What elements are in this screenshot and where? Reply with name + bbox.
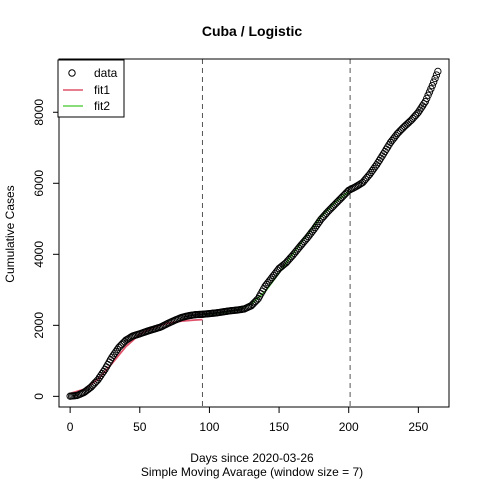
- data-point: [428, 81, 436, 90]
- legend-data-marker: [68, 69, 76, 77]
- legend-label-fit1: fit1: [94, 83, 110, 97]
- x-axis-label: Days since 2020-03-26: [190, 451, 314, 465]
- data-point: [425, 88, 434, 96]
- legend-label-data: data: [94, 66, 118, 80]
- y-tick-label: 2000: [32, 312, 46, 339]
- chart-title: Cuba / Logistic: [202, 23, 303, 39]
- data-point: [421, 97, 429, 106]
- x-tick-label: 100: [199, 420, 219, 434]
- y-axis-label: Cumulative Cases: [3, 185, 17, 282]
- data-point: [434, 67, 442, 76]
- y-tick-label: 8000: [32, 99, 46, 126]
- x-tick-label: 250: [408, 420, 428, 434]
- legend-label-fit2: fit2: [94, 99, 110, 113]
- data-points: [66, 67, 442, 400]
- data-point: [430, 78, 438, 86]
- data-point: [431, 74, 439, 83]
- x-tick-label: 0: [67, 420, 74, 434]
- plot-frame: [58, 58, 450, 408]
- y-tick-label: 0: [32, 393, 46, 400]
- data-point: [427, 85, 435, 93]
- data-point: [423, 94, 431, 103]
- data-point: [424, 91, 432, 99]
- data-point: [432, 71, 441, 79]
- fit1-line: [69, 318, 203, 395]
- x-tick-label: 150: [269, 420, 289, 434]
- legend: data fit1 fit2: [57, 59, 125, 118]
- y-tick-label: 6000: [32, 170, 46, 197]
- legend-box: [57, 59, 125, 118]
- y-tick-label: 4000: [32, 241, 46, 268]
- x-tick-label: 200: [339, 420, 359, 434]
- axes: 0 50 100 150 200 250 0 2000 4000 6000 8000: [32, 58, 450, 434]
- x-tick-label: 50: [133, 420, 147, 434]
- x-axis-sublabel: Simple Moving Avarage (window size = 7): [141, 465, 363, 479]
- vertical-markers: [201, 59, 351, 407]
